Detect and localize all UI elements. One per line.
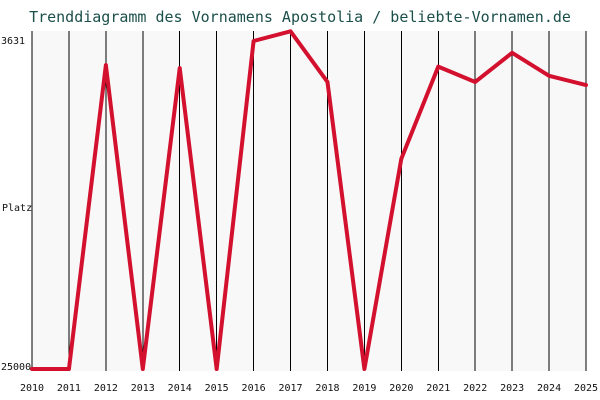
point-layer bbox=[30, 29, 588, 371]
x-tick-layer: 2010 2011 2012 2013 2014 2015 2016 2017 2018 2019… bbox=[20, 383, 598, 394]
plot-background bbox=[32, 31, 586, 371]
x-tick-label: 2024 bbox=[537, 383, 561, 394]
x-tick-label: 2011 bbox=[57, 383, 81, 394]
x-tick-label: 2020 bbox=[389, 383, 413, 394]
x-tick-label: 2018 bbox=[315, 383, 339, 394]
y-axis-label: Platz bbox=[2, 203, 33, 214]
data-point bbox=[584, 83, 588, 87]
x-tick-label: 2013 bbox=[131, 383, 155, 394]
data-point bbox=[288, 29, 293, 34]
x-tick-label: 2016 bbox=[242, 383, 266, 394]
data-point bbox=[399, 156, 404, 161]
x-tick-label: 2014 bbox=[168, 383, 192, 394]
x-tick-label: 2023 bbox=[500, 383, 524, 394]
x-tick-label: 2010 bbox=[20, 383, 44, 394]
x-tick-label: 2015 bbox=[205, 383, 229, 394]
chart-title: Trenddiagramm des Vornamens Apostolia / … bbox=[29, 8, 571, 26]
y-axis-bottom-label: 25000 bbox=[1, 362, 32, 373]
data-point bbox=[177, 66, 182, 70]
x-tick-label: 2025 bbox=[574, 383, 598, 394]
data-point bbox=[510, 51, 514, 55]
data-point bbox=[67, 367, 71, 371]
trend-line bbox=[30, 29, 588, 371]
x-tick-label: 2019 bbox=[352, 383, 376, 394]
x-tick-label: 2021 bbox=[426, 383, 450, 394]
data-point bbox=[251, 39, 256, 43]
data-point bbox=[30, 367, 34, 371]
data-point bbox=[473, 80, 478, 84]
grid-layer bbox=[31, 31, 587, 371]
data-point bbox=[362, 367, 367, 371]
x-tick-label: 2022 bbox=[463, 383, 487, 394]
x-tick-label: 2017 bbox=[278, 383, 302, 394]
y-axis-top-label: 3631 bbox=[1, 36, 26, 47]
x-tick-label: 2012 bbox=[94, 383, 118, 394]
data-point bbox=[141, 367, 145, 371]
data-point bbox=[547, 74, 551, 78]
data-point bbox=[214, 367, 219, 371]
data-point bbox=[325, 80, 330, 84]
data-point bbox=[104, 63, 108, 67]
data-point bbox=[436, 64, 441, 69]
